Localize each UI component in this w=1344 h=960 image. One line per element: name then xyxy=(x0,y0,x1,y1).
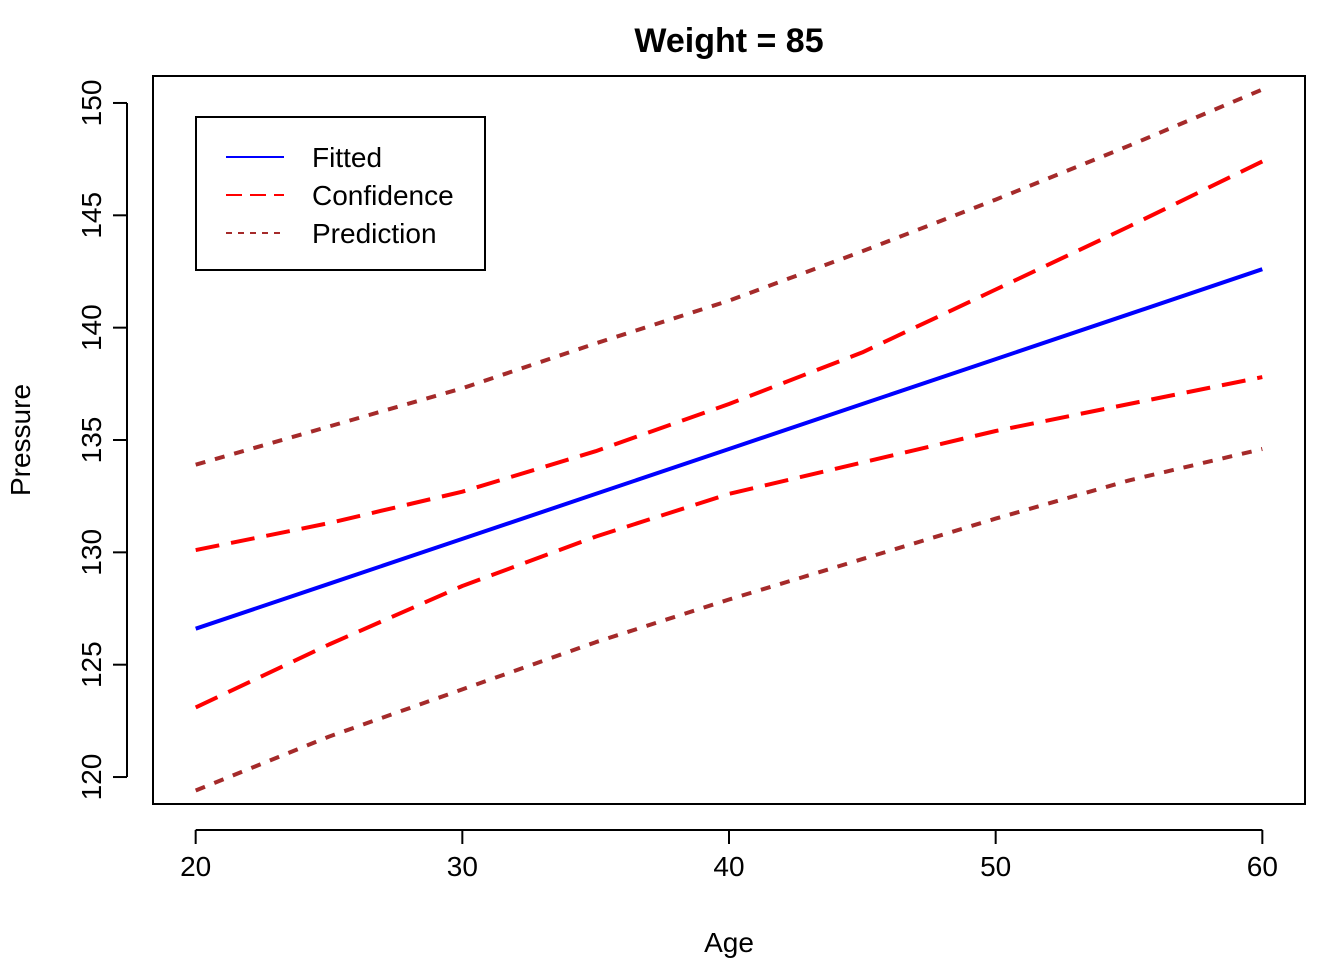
x-axis-label: Age xyxy=(704,927,754,958)
series-line-prediction xyxy=(195,87,1264,467)
x-axis: 20 30 40 50 60 xyxy=(180,829,1278,882)
y-tick-label: 140 xyxy=(76,304,107,351)
x-tick-label: 60 xyxy=(1247,851,1278,882)
y-axis: 120 125 130 135 140 145 150 xyxy=(76,80,128,801)
series-line-confidence xyxy=(195,159,1264,553)
chart-title: Weight = 85 xyxy=(634,22,823,60)
series-line-confidence-2 xyxy=(194,375,1263,710)
x-tick-label: 20 xyxy=(180,851,211,882)
legend-label-confidence: Confidence xyxy=(312,180,454,211)
y-tick-label: 120 xyxy=(76,754,107,801)
series-line-fitted xyxy=(195,267,1263,631)
series-line-prediction-2 xyxy=(194,447,1263,793)
plot-frame xyxy=(152,75,1306,805)
y-tick-label: 145 xyxy=(76,192,107,239)
x-tick-label: 40 xyxy=(713,851,744,882)
x-tick-label: 30 xyxy=(447,851,478,882)
series-layer xyxy=(194,87,1264,793)
y-tick-label: 135 xyxy=(76,417,107,464)
y-tick-label: 125 xyxy=(76,641,107,688)
y-tick-label: 150 xyxy=(76,80,107,127)
legend-label-prediction: Prediction xyxy=(312,218,437,249)
y-axis-label: Pressure xyxy=(5,384,36,496)
x-tick-label: 50 xyxy=(980,851,1011,882)
legend-label-fitted: Fitted xyxy=(312,142,382,173)
legend: Fitted Confidence Prediction xyxy=(195,116,486,271)
legend-box xyxy=(195,116,486,271)
y-tick-label: 130 xyxy=(76,529,107,576)
